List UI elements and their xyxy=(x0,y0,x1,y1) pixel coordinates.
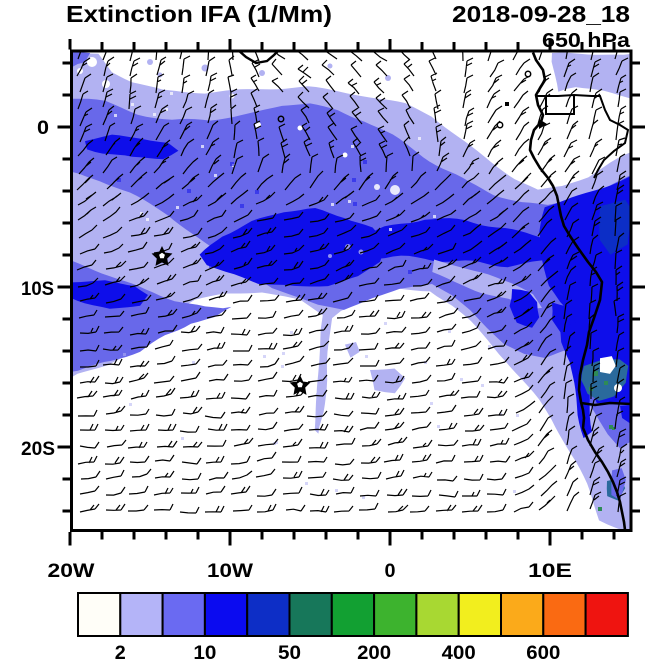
svg-text:0: 0 xyxy=(385,561,396,582)
svg-text:20S: 20S xyxy=(21,439,55,460)
svg-text:2: 2 xyxy=(115,643,126,664)
svg-text:200: 200 xyxy=(357,643,391,664)
svg-text:400: 400 xyxy=(442,643,476,664)
svg-text:20W: 20W xyxy=(48,561,95,582)
svg-text:650 hPa: 650 hPa xyxy=(542,30,631,52)
svg-text:10W: 10W xyxy=(207,561,253,582)
svg-text:10S: 10S xyxy=(21,279,54,300)
svg-text:10: 10 xyxy=(193,643,216,664)
svg-text:10E: 10E xyxy=(528,561,572,582)
svg-text:600: 600 xyxy=(526,643,560,664)
svg-text:Extinction IFA (1/Mm): Extinction IFA (1/Mm) xyxy=(66,1,332,27)
svg-text:50: 50 xyxy=(278,643,301,664)
svg-text:0: 0 xyxy=(37,118,49,139)
svg-text:2018-09-28_18: 2018-09-28_18 xyxy=(452,1,630,27)
